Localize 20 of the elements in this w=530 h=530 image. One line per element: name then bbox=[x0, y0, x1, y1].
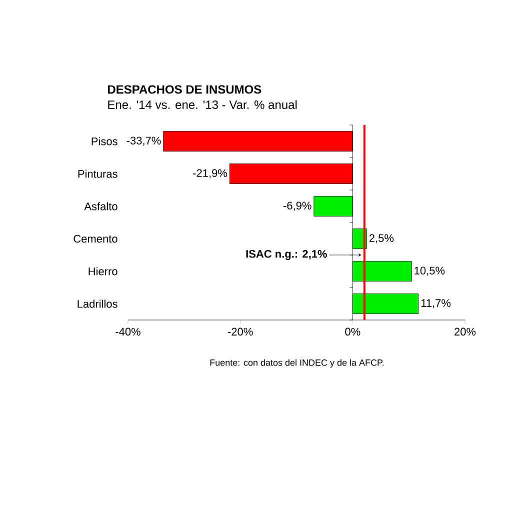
y-tick-label: Cemento bbox=[74, 234, 118, 243]
y-tick-label: Asfalto bbox=[84, 202, 118, 210]
chart-subtitle: Ene. '14 vs. ene. '13 - Var. % anual bbox=[108, 100, 297, 109]
data-label: -33,7% bbox=[126, 136, 161, 146]
x-tick-label: 0% bbox=[345, 328, 360, 336]
x-tick-label: -20% bbox=[228, 328, 253, 336]
y-tick-label: Pinturas bbox=[78, 170, 118, 178]
y-tick-label: Hierro bbox=[88, 267, 118, 276]
y-tick-label: Pisos bbox=[92, 137, 118, 146]
y-tick-label: Ladrillos bbox=[78, 300, 118, 308]
data-label: 2,5% bbox=[369, 234, 394, 244]
data-label: 11,7% bbox=[421, 299, 451, 308]
x-tick-label: 20% bbox=[454, 328, 476, 336]
x-tick-label: -40% bbox=[116, 328, 140, 336]
ref-line-label: ISAC n.g.: 2,1% bbox=[246, 250, 327, 260]
source-note: Fuente: con datos del INDEC y de la AFCP. bbox=[210, 359, 384, 368]
data-label: -6,9% bbox=[283, 202, 312, 211]
data-label: -21,9% bbox=[193, 169, 228, 178]
data-label: 10,5% bbox=[414, 266, 445, 276]
chart-title: DESPACHOS DE INSUMOS bbox=[108, 85, 262, 94]
